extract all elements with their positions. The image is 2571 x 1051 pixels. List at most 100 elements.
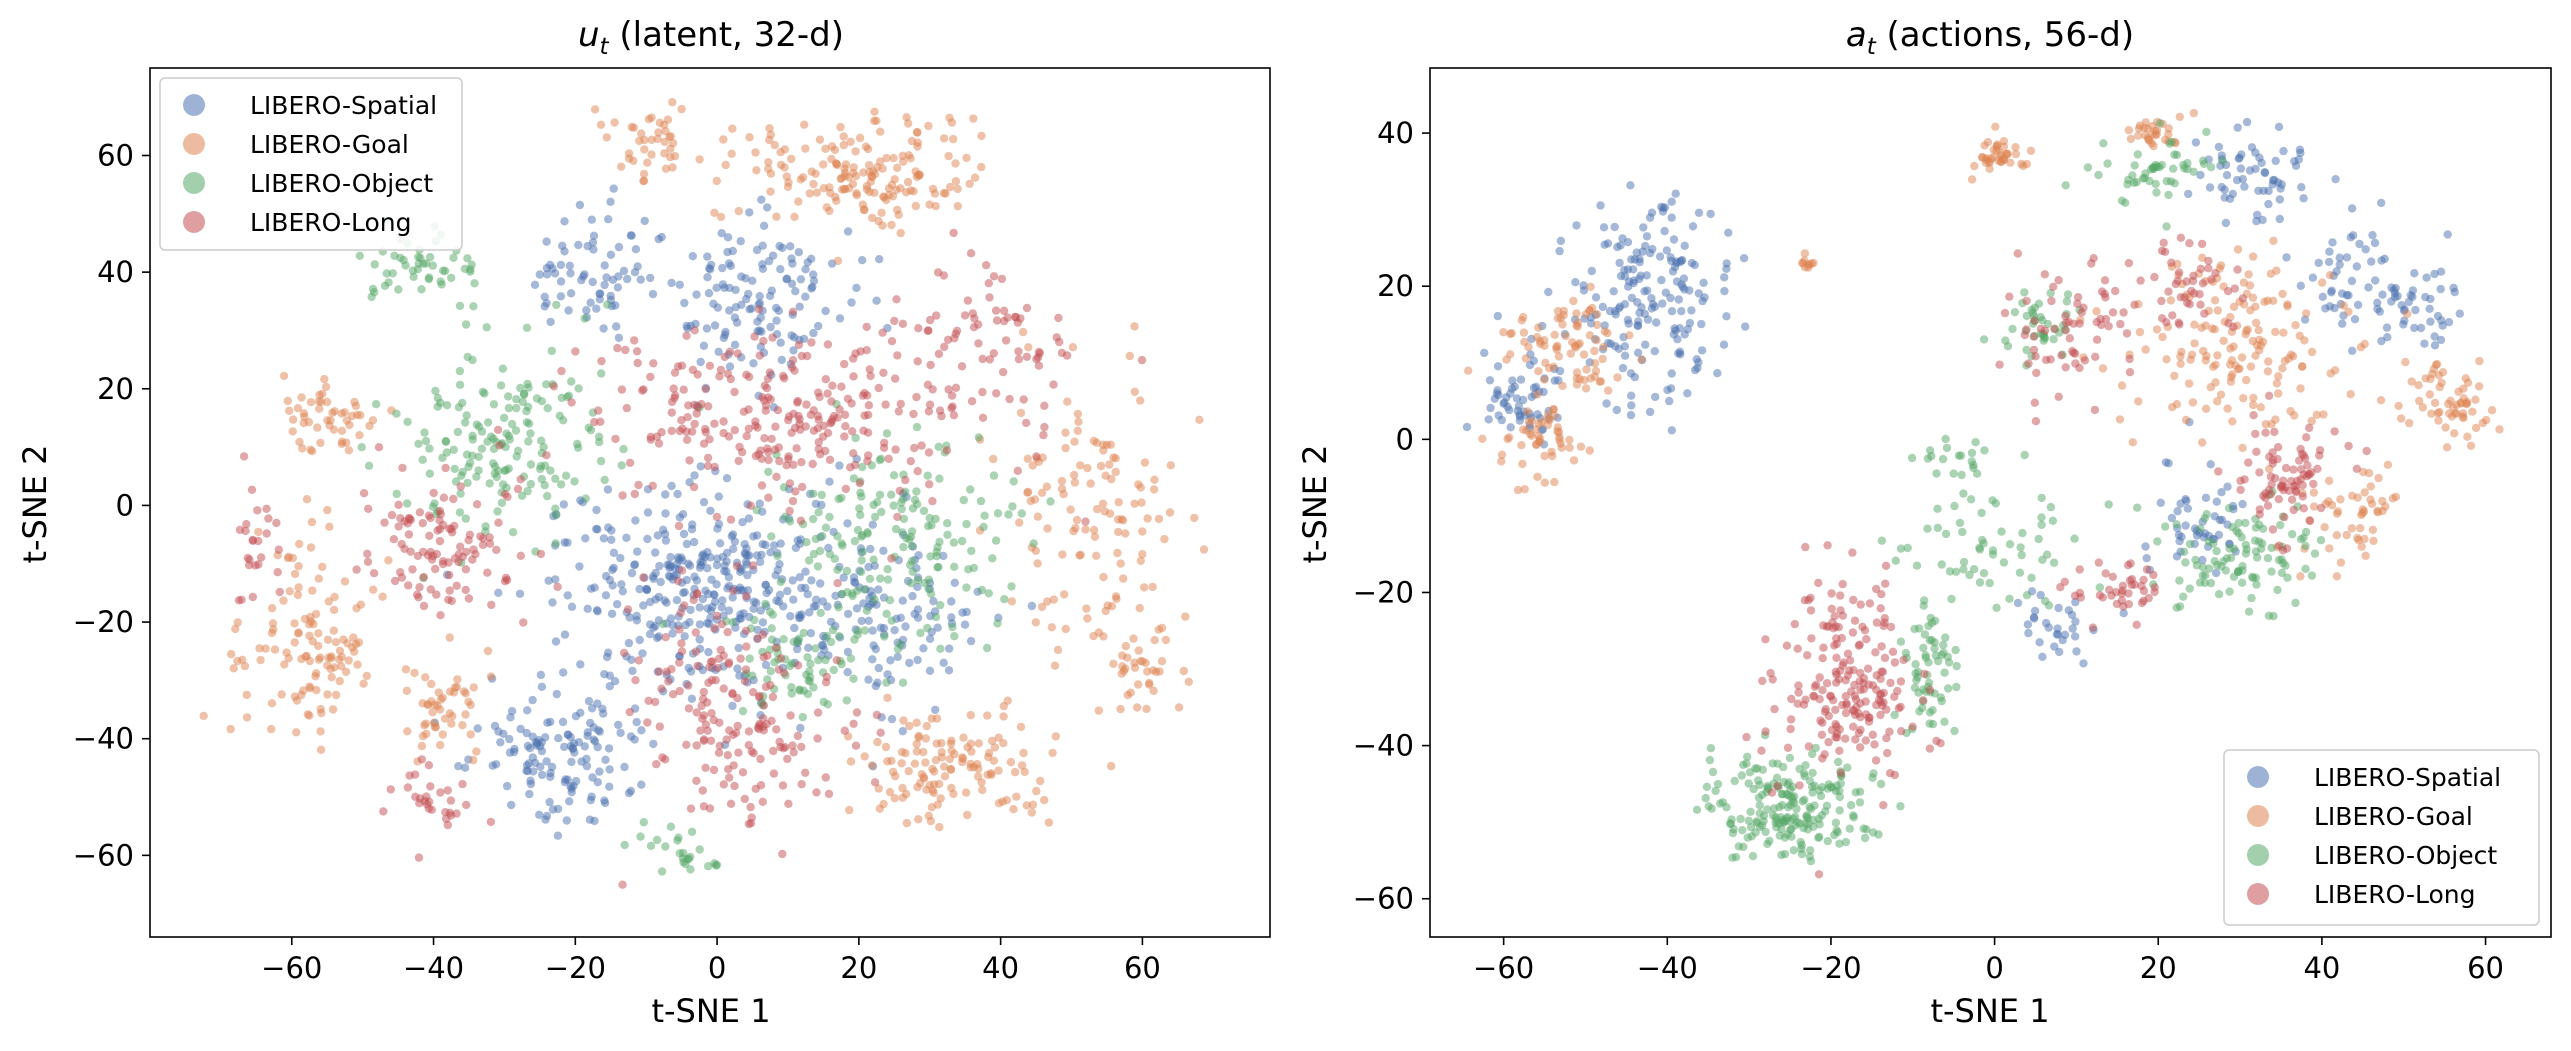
scatter-point <box>680 601 689 610</box>
scatter-point <box>465 458 475 468</box>
scatter-point <box>1179 666 1189 676</box>
scatter-point <box>1073 409 1083 419</box>
scatter-point <box>1936 739 1945 748</box>
scatter-point <box>939 188 949 198</box>
scatter-point <box>563 538 572 547</box>
scatter-point <box>878 221 887 230</box>
scatter-point <box>906 186 915 195</box>
scatter-point <box>697 701 706 711</box>
scatter-point <box>1701 793 1710 803</box>
scatter-point <box>1513 406 1523 416</box>
scatter-point <box>2149 141 2158 151</box>
scatter-point <box>796 175 805 184</box>
y-tick-label: 20 <box>97 372 134 406</box>
scatter-point <box>963 810 972 820</box>
scatter-point <box>2361 551 2370 560</box>
scatter-point <box>1105 509 1115 518</box>
scatter-point <box>925 400 935 409</box>
scatter-point <box>1174 703 1184 712</box>
scatter-point <box>1558 381 1567 391</box>
scatter-point <box>999 306 1009 315</box>
scatter-point <box>1042 482 1052 491</box>
scatter-point <box>2173 276 2182 285</box>
scatter-point <box>744 514 754 523</box>
scatter-point <box>1739 760 1748 769</box>
scatter-point <box>812 788 821 797</box>
scatter-point <box>728 701 737 711</box>
scatter-point <box>803 590 812 599</box>
scatter-point <box>2371 276 2380 285</box>
scatter-point <box>755 693 764 702</box>
scatter-point <box>837 382 846 391</box>
scatter-point <box>2344 291 2353 300</box>
actions-title-subscript: t <box>1867 34 1877 60</box>
scatter-point <box>664 677 673 686</box>
scatter-point <box>988 554 997 563</box>
scatter-point <box>833 579 842 588</box>
scatter-point <box>937 411 946 421</box>
scatter-point <box>822 631 832 641</box>
scatter-point <box>966 249 976 258</box>
scatter-point <box>227 649 236 659</box>
scatter-point <box>783 182 793 191</box>
scatter-point <box>1982 154 1991 163</box>
scatter-point <box>402 686 412 695</box>
scatter-point <box>688 427 697 436</box>
scatter-point <box>1497 415 1507 425</box>
scatter-point <box>945 644 954 653</box>
latent-series-libero-long <box>234 228 1147 889</box>
scatter-point <box>794 197 803 206</box>
scatter-point <box>2157 160 2166 170</box>
scatter-point <box>2318 292 2327 301</box>
scatter-point <box>657 428 666 437</box>
scatter-point <box>507 800 516 810</box>
scatter-point <box>1942 443 1952 453</box>
scatter-point <box>493 425 503 434</box>
scatter-point <box>394 285 403 294</box>
scatter-point <box>791 543 801 553</box>
scatter-point <box>1114 498 1123 507</box>
scatter-point <box>556 260 566 270</box>
scatter-point <box>293 590 303 600</box>
scatter-point <box>545 797 554 807</box>
scatter-point <box>699 341 709 350</box>
scatter-point <box>1757 746 1766 755</box>
scatter-point <box>2456 398 2465 407</box>
scatter-point <box>803 351 812 361</box>
scatter-point <box>859 426 868 435</box>
scatter-point <box>1586 374 1595 383</box>
scatter-point <box>567 602 577 611</box>
scatter-point <box>858 256 867 265</box>
scatter-point <box>563 591 572 600</box>
scatter-point <box>1778 815 1788 825</box>
scatter-point <box>1106 761 1116 771</box>
scatter-point <box>682 435 692 444</box>
scatter-point <box>821 144 830 153</box>
scatter-point <box>1044 818 1054 827</box>
scatter-point <box>709 765 719 775</box>
scatter-point <box>1550 411 1559 420</box>
scatter-point <box>2344 307 2353 316</box>
scatter-point <box>2206 163 2216 172</box>
scatter-point <box>776 654 786 663</box>
scatter-point <box>840 410 850 419</box>
scatter-point <box>2172 150 2182 160</box>
scatter-point <box>542 380 551 389</box>
scatter-point <box>2309 488 2319 497</box>
scatter-point <box>549 382 559 391</box>
scatter-point <box>1595 377 1605 386</box>
scatter-point <box>1881 561 1891 570</box>
scatter-point <box>896 228 905 238</box>
scatter-point <box>2034 534 2043 544</box>
scatter-point <box>1801 542 1810 552</box>
scatter-point <box>2214 467 2223 476</box>
scatter-point <box>940 762 949 771</box>
scatter-point <box>455 366 465 376</box>
scatter-point <box>1674 295 1684 304</box>
scatter-point <box>773 565 782 575</box>
scatter-point <box>763 374 773 383</box>
scatter-point <box>2175 112 2184 122</box>
scatter-point <box>289 415 298 424</box>
scatter-point <box>2192 531 2202 540</box>
scatter-point <box>2447 412 2457 421</box>
